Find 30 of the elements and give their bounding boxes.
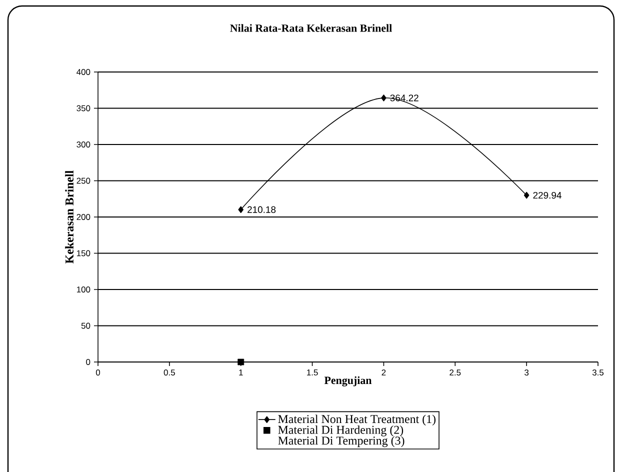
x-tick-label: 3.5 bbox=[592, 370, 604, 376]
x-tick-label: 3 bbox=[524, 370, 529, 376]
y-tick-label: 200 bbox=[76, 214, 90, 220]
chart-title: Nilai Rata-Rata Kekerasan Brinell bbox=[230, 24, 392, 32]
y-tick-label: 50 bbox=[81, 322, 90, 329]
y-tick-label: 250 bbox=[76, 178, 90, 184]
y-tick-label: 350 bbox=[76, 105, 90, 112]
y-tick-label: 0 bbox=[86, 359, 90, 365]
data-label: 210.18 bbox=[248, 206, 276, 213]
x-tick-label: 0.5 bbox=[164, 370, 175, 376]
y-axis-title: Kekerasan Brinell bbox=[65, 170, 74, 264]
y-tick-label: 150 bbox=[76, 250, 90, 256]
y-tick-label: 100 bbox=[76, 286, 90, 292]
x-tick-label: 2.5 bbox=[450, 370, 461, 376]
data-label: 229.94 bbox=[533, 192, 562, 199]
y-tick-label: 300 bbox=[76, 142, 90, 148]
legend-label: Material Non Heat Treatment (1) bbox=[278, 414, 436, 426]
x-tick-label: 2 bbox=[382, 370, 386, 376]
x-tick-label: 0 bbox=[96, 370, 100, 376]
x-tick-label: 1 bbox=[239, 370, 243, 376]
x-axis-title: Pengujian bbox=[324, 376, 372, 386]
text: Material Di Tempering (3) bbox=[278, 436, 404, 448]
point bbox=[381, 94, 386, 102]
data-label: 364.22 bbox=[390, 94, 418, 102]
point bbox=[238, 358, 244, 366]
point bbox=[524, 192, 530, 199]
y-tick-label: 400 bbox=[76, 69, 90, 75]
point bbox=[238, 206, 244, 214]
x-tick-label: 1.5 bbox=[307, 370, 318, 376]
legend-label: Material Di Hardening (2) bbox=[278, 425, 404, 436]
